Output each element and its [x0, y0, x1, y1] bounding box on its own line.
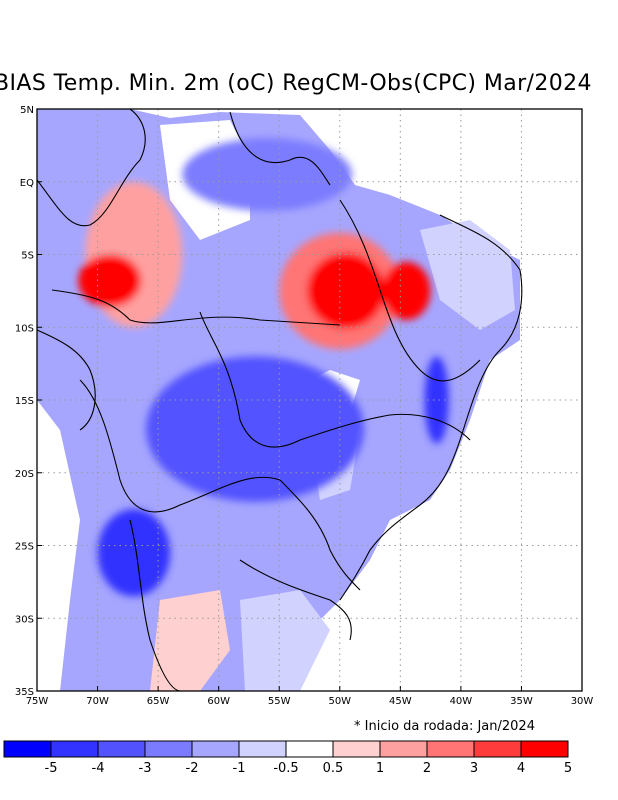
- run-start-note: * Inicio da rodada: Jan/2024: [354, 719, 535, 734]
- bias-region-northeast-hot: [382, 261, 431, 320]
- lat-tick-label: 25S: [15, 542, 34, 553]
- coast-west: [37, 329, 96, 431]
- legend-label: -4: [92, 761, 105, 776]
- border-brazil-states-2: [299, 413, 471, 441]
- lon-tick-label: 45W: [389, 696, 412, 707]
- legend-label: -1: [233, 761, 246, 776]
- bias-region-south-cool: [97, 509, 171, 597]
- lat-tick-label: 5N: [20, 105, 34, 116]
- map-title-text: BIAS Temp. Min. 2m (oC) RegCM-Obs(CPC) M…: [0, 71, 592, 96]
- south-warm-patch: [150, 590, 230, 691]
- boundaries: [37, 109, 523, 691]
- bias-region-center-cool: [146, 356, 364, 502]
- legend-label: 0.5: [323, 761, 344, 776]
- border-colombia: [37, 109, 146, 227]
- legend-swatch: [238, 740, 287, 758]
- legend-label: -2: [186, 761, 199, 776]
- lat-tick-label: 15S: [15, 396, 34, 407]
- lon-tick-label: 60W: [207, 696, 230, 707]
- colorbar-legend: -5 -4 -3 -2 -1 -0.5 0.5 1 2 3 4 5: [3, 740, 572, 776]
- lon-tick-label: 55W: [268, 696, 291, 707]
- bias-region-para-hot: [307, 253, 385, 329]
- lat-tick-label: 35S: [15, 687, 34, 698]
- lat-tick-label: 20S: [15, 469, 34, 480]
- legend-label: -3: [139, 761, 152, 776]
- legend-label: 4: [517, 761, 525, 776]
- bias-region-amazon-east-cool: [182, 138, 352, 211]
- lon-tick-label: 35W: [510, 696, 533, 707]
- legend-label: 5: [564, 761, 572, 776]
- legend-swatch: [379, 740, 428, 758]
- lon-tick-label: 30W: [571, 696, 594, 707]
- legend-swatch: [191, 740, 240, 758]
- border-uruguay: [239, 559, 352, 641]
- border-bolivia: [199, 311, 301, 448]
- legend-swatch: [3, 740, 52, 758]
- lat-tick-label: 30S: [15, 614, 34, 625]
- legend-swatch: [473, 740, 522, 758]
- lon-tick-label: 70W: [86, 696, 109, 707]
- border-brazil-states-3: [279, 479, 361, 591]
- border-brazil-states-1: [339, 199, 481, 382]
- legend-label: -5: [45, 761, 58, 776]
- legend-label: 2: [423, 761, 431, 776]
- legend-swatch: [426, 740, 475, 758]
- legend-swatch: [50, 740, 99, 758]
- bias-map: 75W 70W 65W 60W 55W 50W 45W 40W 35W 30W 5N EQ 5S 10S 1…: [15, 105, 594, 707]
- legend-label: -0.5: [273, 761, 298, 776]
- border-guianas: [229, 111, 331, 186]
- lon-tick-label: 65W: [147, 696, 170, 707]
- bias-region-acre-hot: [78, 254, 142, 307]
- lat-tick-label: EQ: [20, 178, 34, 189]
- lat-tick-label: 10S: [15, 323, 34, 334]
- border-peru-brazil: [51, 289, 341, 326]
- lat-tick-label: 5S: [21, 251, 34, 262]
- legend-label: 1: [376, 761, 384, 776]
- legend-swatch: [97, 740, 146, 758]
- northeast-light-cool: [420, 220, 515, 330]
- lon-tick-label: 40W: [450, 696, 473, 707]
- map-title: BIAS Temp. Min. 2m (oC) RegCM-Obs(CPC) M…: [0, 71, 618, 107]
- lon-tick-label: 50W: [328, 696, 351, 707]
- border-argentina-chile: [129, 519, 181, 691]
- legend-swatch: [332, 740, 381, 758]
- coast-east: [419, 214, 523, 506]
- legend-label: 3: [470, 761, 478, 776]
- legend-swatch: [520, 740, 569, 758]
- lon-tick-label: 75W: [26, 696, 49, 707]
- border-paraguay: [79, 379, 281, 513]
- south-light-cool: [240, 590, 330, 691]
- legend-swatch: [144, 740, 193, 758]
- coast-southeast: [339, 504, 421, 601]
- legend-swatch: [285, 740, 334, 758]
